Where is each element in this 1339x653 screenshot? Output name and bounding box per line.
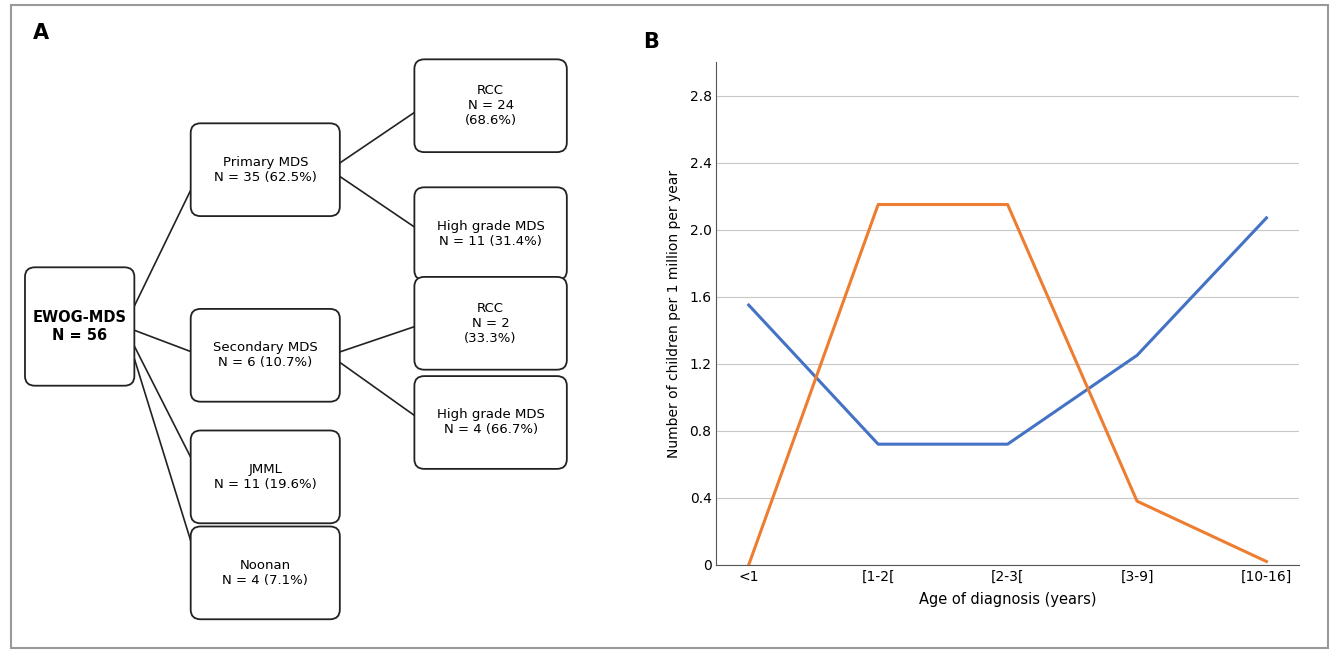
FancyBboxPatch shape <box>25 267 134 386</box>
FancyBboxPatch shape <box>414 59 566 152</box>
FancyBboxPatch shape <box>190 123 340 216</box>
FancyBboxPatch shape <box>190 430 340 523</box>
Text: RCC
N = 2
(33.3%): RCC N = 2 (33.3%) <box>465 302 517 345</box>
Text: Secondary MDS
N = 6 (10.7%): Secondary MDS N = 6 (10.7%) <box>213 342 317 370</box>
Text: JMML
N = 11 (19.6%): JMML N = 11 (19.6%) <box>214 463 316 491</box>
FancyBboxPatch shape <box>414 277 566 370</box>
FancyBboxPatch shape <box>190 526 340 619</box>
Text: A: A <box>33 22 50 42</box>
Text: Noonan
N = 4 (7.1%): Noonan N = 4 (7.1%) <box>222 559 308 587</box>
FancyBboxPatch shape <box>414 376 566 469</box>
Text: RCC
N = 24
(68.6%): RCC N = 24 (68.6%) <box>465 84 517 127</box>
Y-axis label: Number of children per 1 million per year: Number of children per 1 million per yea… <box>667 169 682 458</box>
Text: EWOG-MDS
N = 56: EWOG-MDS N = 56 <box>32 310 127 343</box>
FancyBboxPatch shape <box>190 309 340 402</box>
Text: High grade MDS
N = 11 (31.4%): High grade MDS N = 11 (31.4%) <box>437 219 545 247</box>
Text: High grade MDS
N = 4 (66.7%): High grade MDS N = 4 (66.7%) <box>437 409 545 436</box>
Text: Primary MDS
N = 35 (62.5%): Primary MDS N = 35 (62.5%) <box>214 155 317 183</box>
X-axis label: Age of diagnosis (years): Age of diagnosis (years) <box>919 592 1097 607</box>
FancyBboxPatch shape <box>414 187 566 280</box>
Text: B: B <box>644 32 659 52</box>
